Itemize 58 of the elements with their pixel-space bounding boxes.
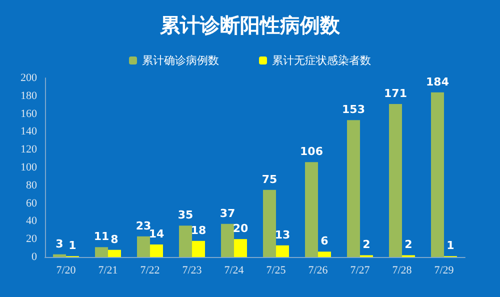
bar	[179, 226, 192, 257]
y-tick-label: 140	[20, 126, 38, 138]
data-label: 2	[404, 238, 412, 252]
x-tick-label: 7/26	[308, 264, 328, 276]
y-tick-label: 120	[20, 144, 38, 156]
bar	[108, 250, 121, 257]
x-tick-label: 7/22	[140, 264, 160, 276]
bar	[318, 252, 331, 257]
data-label: 13	[274, 228, 290, 242]
bar	[234, 239, 247, 257]
bar	[192, 240, 205, 257]
bar	[305, 162, 318, 257]
data-label: 2	[362, 238, 370, 252]
x-tick-label: 7/29	[434, 264, 454, 276]
data-label: 1	[446, 239, 454, 252]
bar	[221, 224, 234, 257]
y-tick-label: 20	[26, 233, 38, 246]
data-label: 3	[56, 237, 64, 250]
chart-title: 累计诊断阳性病例数	[159, 13, 341, 37]
x-tick-label: 7/20	[56, 264, 76, 276]
legend-label: 累计确诊病例数	[142, 54, 219, 67]
data-label: 35	[178, 208, 194, 222]
bar	[347, 120, 360, 257]
bar	[431, 92, 444, 257]
x-tick-label: 7/24	[224, 264, 244, 276]
bar	[263, 190, 276, 257]
data-label: 106	[300, 145, 324, 158]
data-label: 11	[94, 230, 110, 244]
bar	[95, 247, 108, 257]
data-label: 75	[262, 172, 278, 186]
y-tick-label: 200	[20, 72, 38, 84]
x-tick-label: 7/21	[98, 264, 118, 276]
data-label: 23	[136, 219, 152, 232]
x-tick-label: 7/25	[266, 264, 286, 276]
y-tick-label: 40	[26, 215, 38, 228]
y-tick-label: 60	[26, 197, 38, 210]
x-tick-label: 7/28	[392, 264, 412, 276]
bar	[389, 104, 402, 257]
data-label: 171	[384, 86, 407, 100]
bar	[276, 245, 289, 257]
bar	[137, 236, 150, 257]
data-label: 153	[342, 103, 365, 116]
y-tick-label: 100	[20, 162, 38, 174]
x-tick-label: 7/23	[182, 264, 202, 276]
y-tick-label: 80	[26, 179, 38, 192]
bar	[150, 244, 163, 257]
bar	[53, 254, 66, 257]
data-label: 184	[426, 75, 450, 88]
y-tick-label: 180	[20, 90, 38, 102]
x-tick-label: 7/27	[350, 264, 370, 276]
y-tick-label: 160	[20, 108, 38, 120]
legend-label: 累计无症状感染者数	[272, 54, 371, 67]
data-label: 37	[220, 206, 236, 220]
data-label: 1	[68, 239, 76, 252]
data-label: 18	[190, 224, 206, 237]
y-tick-label: 0	[32, 251, 38, 263]
data-label: 8	[110, 232, 118, 246]
data-label: 6	[320, 234, 329, 248]
